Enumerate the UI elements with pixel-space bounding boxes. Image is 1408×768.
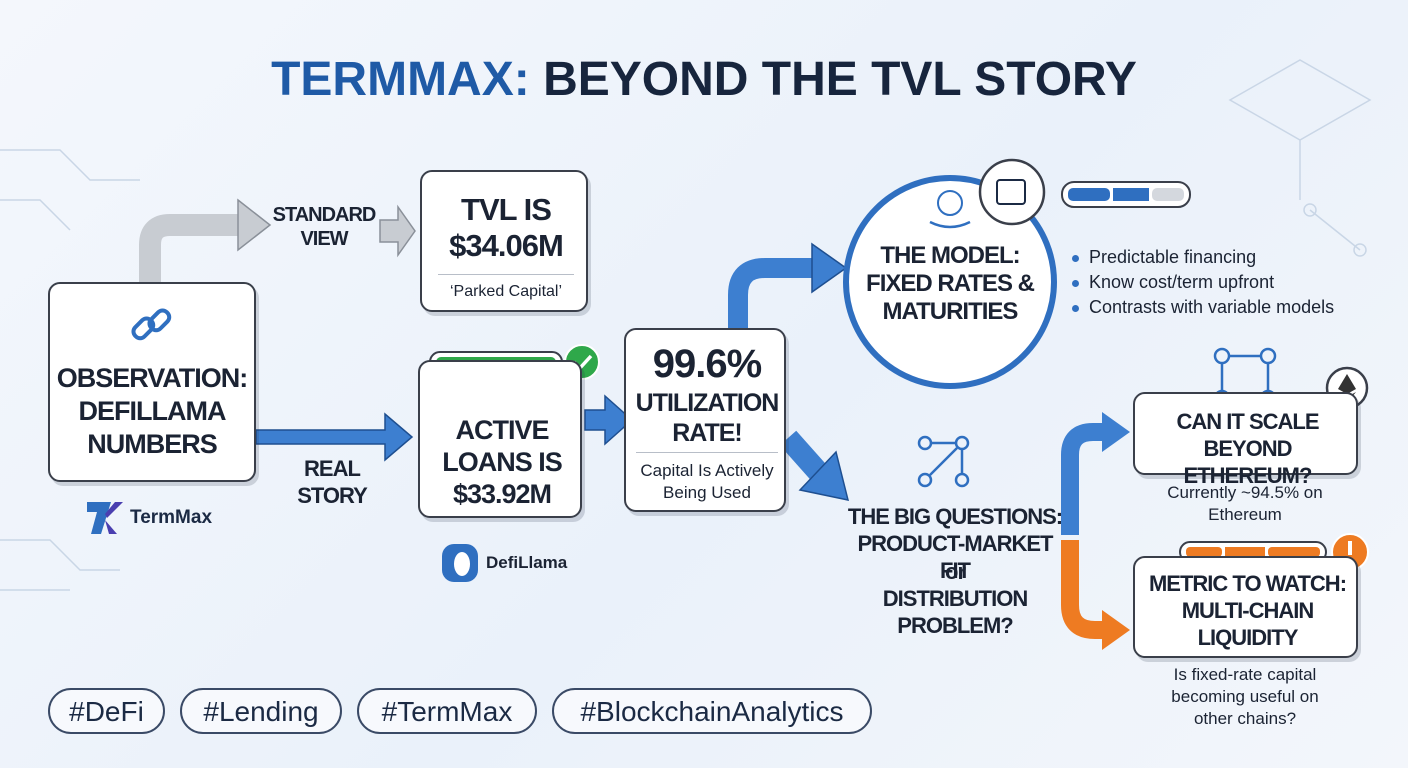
progress-fill <box>1068 188 1110 201</box>
network-icon <box>917 435 970 488</box>
title-rest: BEYOND THE TVL STORY <box>543 53 1137 106</box>
observation-box: OBSERVATION: DEFILLAMA NUMBERS <box>48 282 256 482</box>
bullet: Know cost/term upfront <box>1072 272 1274 293</box>
tag: #TermMax <box>357 688 537 734</box>
metric-label: METRIC TO WATCH: MULTI-CHAIN LIQUIDITY <box>1148 571 1347 650</box>
arrow <box>1061 540 1105 639</box>
utilization-box: 99.6% UTILIZATION RATE! Capital Is Activ… <box>624 328 786 512</box>
title-accent: TERMMAX: <box>271 53 530 106</box>
model-label: THE MODEL: FIXED RATES & MATURITIES <box>866 242 1035 325</box>
model-circle <box>843 175 1057 389</box>
circuit-decor <box>0 59 1372 591</box>
tvl-box: TVL IS $34.06M ‘Parked Capital’ <box>420 170 588 312</box>
divider <box>438 274 574 275</box>
progress-fill <box>1186 547 1222 557</box>
observation-label: OBSERVATION: DEFILLAMA NUMBERS <box>56 363 249 459</box>
bullet: Contrasts with variable models <box>1072 297 1334 318</box>
calendar-icon <box>996 179 1026 205</box>
utilization-headline: 99.6% <box>652 342 762 386</box>
hand-icon <box>929 220 971 229</box>
loans-headline: ACTIVE LOANS IS $33.92M <box>442 415 563 509</box>
real-story-label: REAL STORY <box>297 456 368 508</box>
arrow <box>1061 423 1105 535</box>
bullet: Predictable financing <box>1072 247 1256 268</box>
tvl-headline: TVL IS $34.06M <box>449 192 564 263</box>
tag: #DeFi <box>48 688 165 734</box>
loans-box: ACTIVE LOANS IS $33.92M <box>418 360 582 518</box>
arrow <box>139 214 240 282</box>
scale-label: CAN IT SCALE BEYOND ETHEREUM? <box>1176 409 1320 488</box>
progress-empty <box>1152 188 1184 201</box>
arrowhead <box>798 450 850 501</box>
questions-label-2: DISTRIBUTION PROBLEM? <box>882 586 1028 638</box>
progress-fill <box>1225 547 1265 557</box>
coin-icon <box>937 190 963 216</box>
defillama-logo <box>442 544 478 582</box>
divider <box>636 452 778 453</box>
metric-box: METRIC TO WATCH: MULTI-CHAIN LIQUIDITY <box>1133 556 1358 658</box>
arrow <box>584 394 634 446</box>
tag: #BlockchainAnalytics <box>552 688 872 734</box>
arrowhead <box>1102 412 1130 452</box>
metric-note: Is fixed-rate capital becoming useful on… <box>1171 665 1319 728</box>
arrow <box>379 204 416 258</box>
questions-joiner: or <box>945 559 966 584</box>
arrowhead <box>237 198 272 252</box>
tvl-note: ‘Parked Capital’ <box>449 283 563 300</box>
questions-label: THE BIG QUESTIONS: PRODUCT-MARKET FIT <box>847 504 1063 583</box>
scale-box: CAN IT SCALE BEYOND ETHEREUM? <box>1133 392 1358 488</box>
source: DefiLlama <box>486 553 568 572</box>
progress-fill <box>1268 547 1320 557</box>
calendar-badge <box>978 158 1046 226</box>
scale-note: Currently ~94.5% on Ethereum <box>1167 483 1323 524</box>
utilization-subhead: UTILIZATION RATE! <box>635 389 780 447</box>
alert-mark <box>1348 541 1352 555</box>
termmax-logo <box>87 502 123 534</box>
arrowhead <box>1102 610 1130 650</box>
arrow <box>779 430 829 482</box>
standard-view-label: STANDARD VIEW <box>272 204 377 250</box>
arrow <box>255 412 414 462</box>
brand: TermMax <box>130 507 213 528</box>
link-icon <box>131 308 172 341</box>
progress-fill <box>1113 188 1149 201</box>
utilization-note: Capital Is Actively Being Used <box>640 461 774 502</box>
title: TERMMAX: BEYOND THE TVL STORY <box>0 52 1408 107</box>
arrow <box>728 258 815 328</box>
tag: #Lending <box>180 688 342 734</box>
arrowhead <box>811 242 848 294</box>
